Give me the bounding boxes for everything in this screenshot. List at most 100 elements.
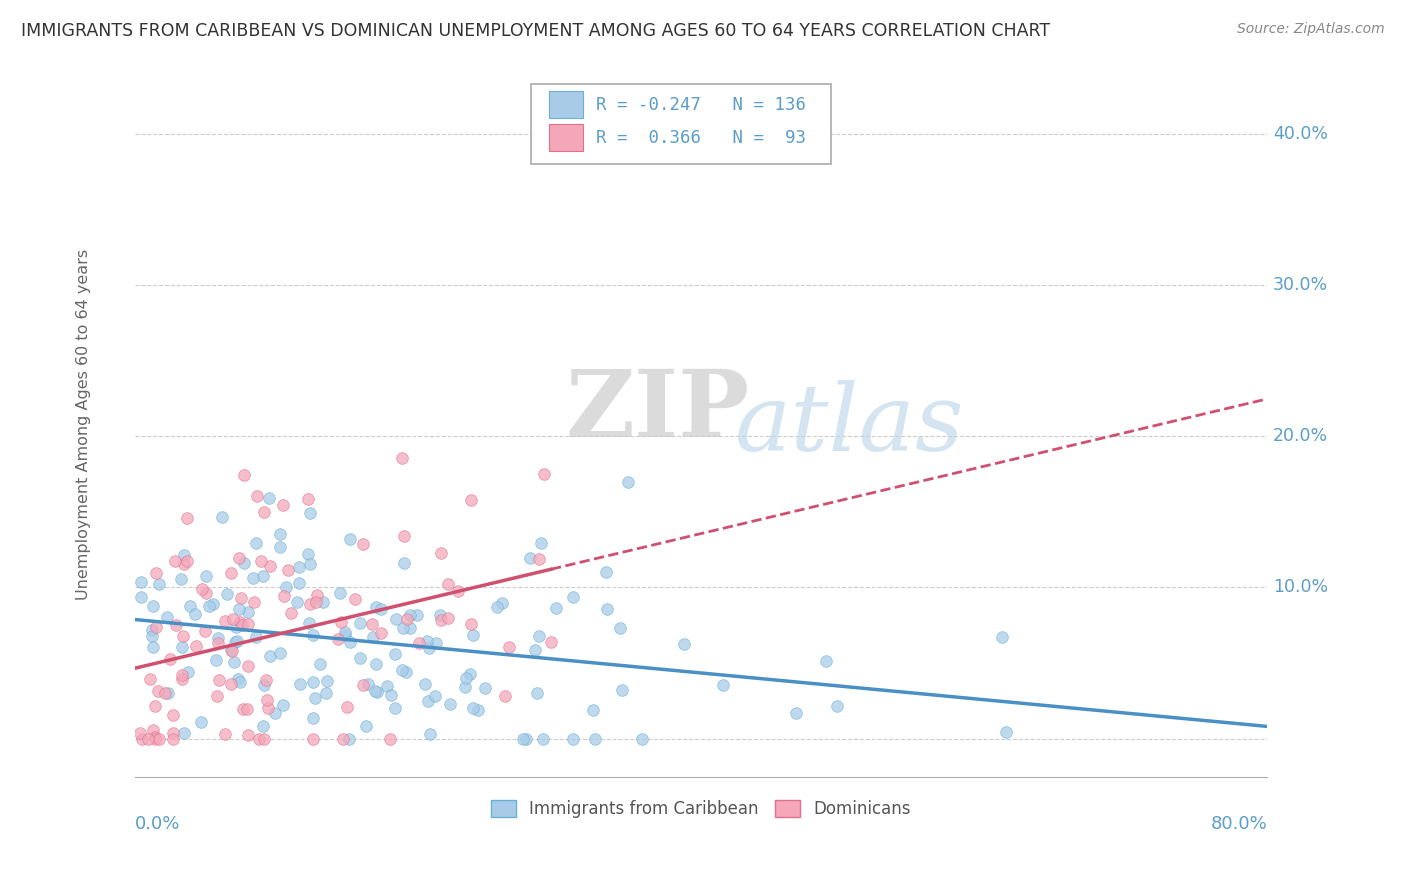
- Point: [184, 607, 207, 621]
- Point: [315, 686, 337, 700]
- Point: [252, 569, 274, 583]
- Point: [159, 651, 181, 665]
- Point: [207, 673, 229, 688]
- Point: [259, 649, 281, 664]
- Point: [226, 633, 249, 648]
- Point: [145, 731, 167, 746]
- Point: [186, 639, 208, 653]
- Point: [250, 554, 273, 568]
- Point: [170, 673, 193, 687]
- Point: [339, 635, 361, 649]
- Point: [229, 615, 252, 629]
- Point: [257, 491, 280, 505]
- Point: [165, 554, 187, 568]
- Point: [225, 620, 247, 634]
- Point: [254, 673, 277, 687]
- Point: [131, 591, 153, 605]
- Point: [156, 686, 179, 700]
- Point: [461, 701, 484, 715]
- Point: [141, 623, 163, 637]
- Point: [298, 615, 321, 630]
- Point: [540, 635, 562, 649]
- Point: [273, 698, 295, 713]
- Point: [280, 606, 302, 620]
- Point: [202, 597, 225, 611]
- Text: IMMIGRANTS FROM CARIBBEAN VS DOMINICAN UNEMPLOYMENT AMONG AGES 60 TO 64 YEARS CO: IMMIGRANTS FROM CARIBBEAN VS DOMINICAN U…: [21, 22, 1050, 40]
- Point: [610, 683, 633, 698]
- Point: [253, 731, 276, 746]
- Point: [990, 630, 1012, 644]
- Point: [231, 591, 253, 606]
- Point: [486, 599, 509, 614]
- Point: [408, 636, 430, 650]
- Point: [332, 731, 354, 746]
- Point: [785, 706, 807, 720]
- Point: [533, 467, 555, 481]
- Point: [366, 657, 388, 672]
- Point: [173, 726, 195, 740]
- Point: [814, 654, 837, 668]
- Point: [162, 726, 184, 740]
- Point: [145, 566, 167, 580]
- Text: ZIP: ZIP: [565, 366, 749, 456]
- Point: [384, 701, 406, 715]
- Point: [276, 580, 298, 594]
- Point: [131, 575, 153, 590]
- Point: [370, 625, 392, 640]
- Point: [145, 620, 167, 634]
- Point: [222, 612, 245, 626]
- Point: [375, 679, 398, 693]
- Point: [253, 505, 276, 519]
- Point: [384, 647, 406, 661]
- Point: [219, 566, 242, 580]
- Point: [215, 587, 238, 601]
- Point: [162, 707, 184, 722]
- Point: [257, 701, 280, 715]
- Point: [392, 621, 415, 635]
- Point: [343, 591, 366, 606]
- Point: [246, 489, 269, 503]
- Point: [236, 605, 259, 619]
- Point: [269, 646, 291, 660]
- Point: [297, 547, 319, 561]
- Point: [129, 726, 152, 740]
- Point: [233, 468, 256, 483]
- Point: [437, 577, 460, 591]
- Point: [247, 731, 270, 746]
- FancyBboxPatch shape: [550, 124, 583, 151]
- Point: [406, 607, 429, 622]
- Point: [617, 475, 640, 490]
- Point: [301, 731, 323, 746]
- Point: [252, 719, 274, 733]
- Point: [232, 702, 254, 716]
- Point: [194, 569, 217, 583]
- Point: [380, 688, 402, 702]
- Point: [169, 572, 191, 586]
- Point: [454, 671, 477, 685]
- Point: [302, 711, 325, 725]
- Point: [269, 541, 291, 555]
- Point: [179, 599, 201, 613]
- Point: [277, 563, 299, 577]
- Point: [242, 571, 264, 585]
- Point: [221, 644, 243, 658]
- Point: [498, 640, 520, 654]
- Point: [416, 633, 439, 648]
- Legend: Immigrants from Caribbean, Dominicans: Immigrants from Caribbean, Dominicans: [484, 793, 918, 824]
- Point: [191, 582, 214, 596]
- Text: 80.0%: 80.0%: [1211, 815, 1267, 833]
- Point: [165, 618, 187, 632]
- Point: [143, 698, 166, 713]
- Point: [143, 730, 166, 744]
- Point: [231, 618, 253, 632]
- Point: [148, 684, 170, 698]
- Point: [245, 536, 267, 550]
- Point: [460, 617, 482, 632]
- Point: [138, 672, 160, 686]
- Point: [396, 612, 419, 626]
- Point: [288, 559, 311, 574]
- Point: [399, 621, 422, 635]
- Point: [423, 689, 446, 703]
- Point: [416, 694, 439, 708]
- Point: [236, 702, 259, 716]
